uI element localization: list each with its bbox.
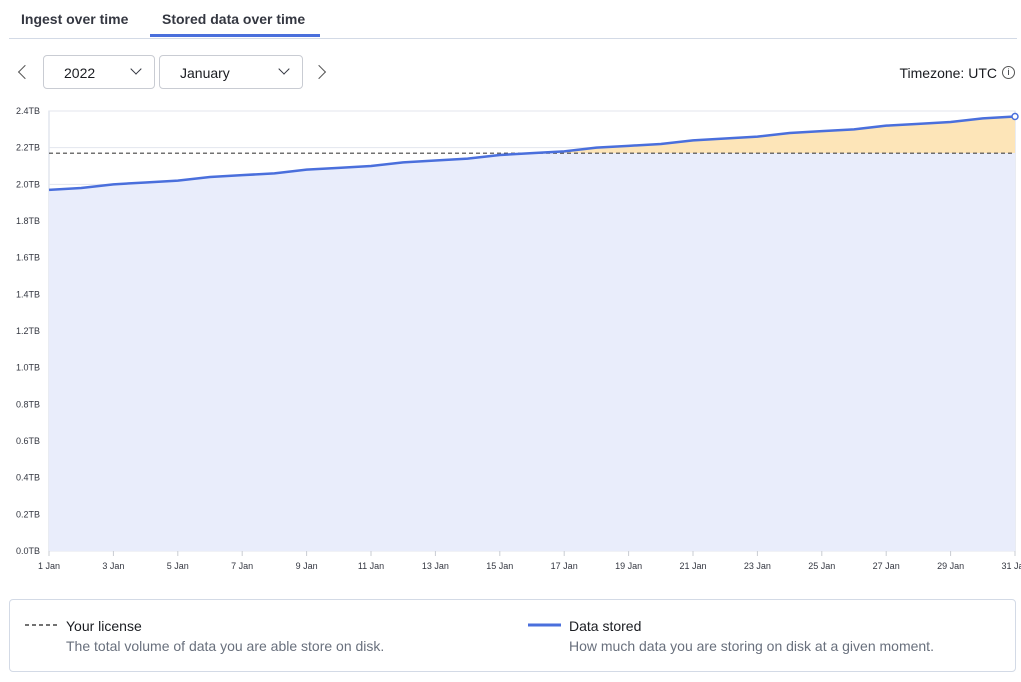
legend-description: How much data you are storing on disk at… bbox=[569, 638, 934, 654]
y-tick-label: 0.2TB bbox=[16, 509, 40, 519]
y-tick-label: 1.0TB bbox=[16, 363, 40, 373]
x-tick-label: 21 Jan bbox=[679, 561, 706, 571]
month-select[interactable]: January bbox=[159, 55, 303, 89]
y-tick-label: 1.2TB bbox=[16, 326, 40, 336]
legend-label: Your license bbox=[66, 618, 142, 634]
legend-label: Data stored bbox=[569, 618, 642, 634]
chart: 0.0TB 0.2TB 0.4TB 0.6TB 0.8TB 1.0TB 1.2TB 1.4TB… bbox=[16, 106, 1021, 571]
x-tick-label: 17 Jan bbox=[551, 561, 578, 571]
x-tick-label: 19 Jan bbox=[615, 561, 642, 571]
x-tick-label: 31 Jan bbox=[1001, 561, 1021, 571]
legend-swatch bbox=[25, 624, 59, 626]
y-tick-label: 0.8TB bbox=[16, 399, 40, 409]
x-tick-label: 5 Jan bbox=[167, 561, 189, 571]
y-tick-label: 2.2TB bbox=[16, 143, 40, 153]
legend: Your license The total volume of data yo… bbox=[9, 599, 1016, 672]
x-tick-label: 29 Jan bbox=[937, 561, 964, 571]
x-tick-label: 3 Jan bbox=[102, 561, 124, 571]
x-tick-label: 27 Jan bbox=[873, 561, 900, 571]
x-tick-label: 1 Jan bbox=[38, 561, 60, 571]
line bbox=[48, 115, 1016, 192]
year: 2022 bbox=[64, 65, 96, 81]
y-tick-label: 2.4TB bbox=[16, 106, 40, 116]
x-tick-label: 7 Jan bbox=[231, 561, 253, 571]
y-tick-label: 0.0TB bbox=[16, 546, 40, 556]
timezone: Timezone: UTC bbox=[899, 65, 997, 81]
x-tick-label: 23 Jan bbox=[744, 561, 771, 571]
legend-swatch bbox=[528, 623, 561, 627]
x-tick-label: 13 Jan bbox=[422, 561, 449, 571]
x-tick-label: 15 Jan bbox=[486, 561, 513, 571]
tab[interactable]: Ingest over time bbox=[21, 11, 129, 27]
area bbox=[49, 116, 1015, 551]
tab-underline bbox=[150, 34, 320, 37]
x-tick-label: 11 Jan bbox=[358, 561, 384, 571]
y-tick-label: 0.4TB bbox=[16, 473, 40, 483]
y-tick-label: 1.4TB bbox=[16, 289, 40, 299]
y-tick-label: 1.6TB bbox=[16, 253, 40, 263]
legend-description: The total volume of data you are able st… bbox=[66, 638, 385, 654]
x-tick-label: 25 Jan bbox=[808, 561, 835, 571]
x-tick-label: 9 Jan bbox=[296, 561, 318, 571]
info-icon[interactable]: i bbox=[1002, 66, 1015, 79]
tab-border bbox=[9, 38, 1017, 39]
year-select[interactable]: 2022 bbox=[43, 55, 155, 89]
month: January bbox=[180, 65, 230, 81]
end-point bbox=[1011, 112, 1019, 121]
y-tick-label: 0.6TB bbox=[16, 436, 40, 446]
tab-active[interactable]: Stored data over time bbox=[162, 11, 306, 27]
y-tick-label: 1.8TB bbox=[16, 216, 40, 226]
y-tick-label: 2.0TB bbox=[16, 179, 40, 189]
